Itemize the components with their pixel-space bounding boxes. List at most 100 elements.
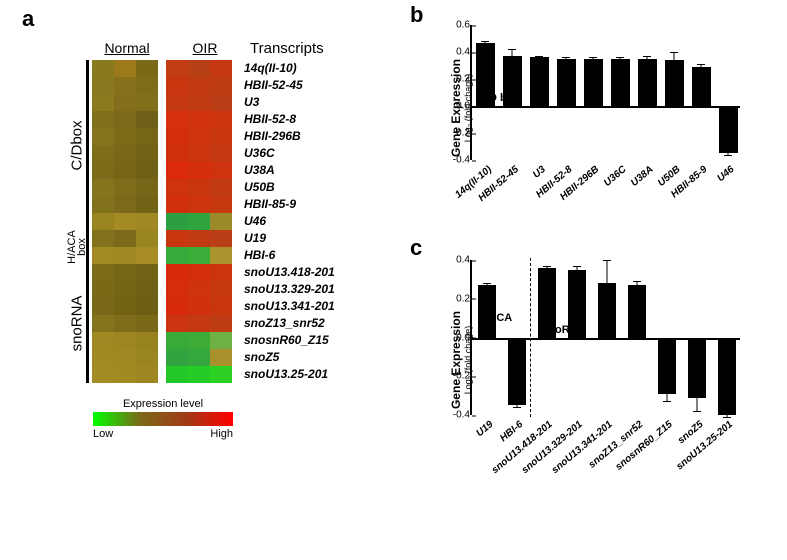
error-cap	[723, 417, 731, 418]
ytick: 0.4	[456, 255, 470, 266]
heatmap-cell	[210, 162, 232, 179]
chart-c-zero-axis	[472, 338, 740, 340]
heatmap-cell	[166, 162, 188, 179]
ytick: 0.0	[456, 101, 470, 112]
heatmap-row-label: snoU13.329-201	[244, 281, 335, 298]
error-cap	[535, 56, 543, 57]
heatmap-cell	[136, 128, 158, 145]
heatmap-cell	[188, 366, 210, 383]
heatmap-cell	[114, 332, 136, 349]
heatmap-row-label: U50B	[244, 179, 335, 196]
heatmap-cell	[210, 77, 232, 94]
xlabel: U46	[715, 164, 736, 184]
heatmap-cell	[166, 366, 188, 383]
heatmap-cell	[114, 247, 136, 264]
heatmap-cell	[210, 94, 232, 111]
heatmap-cell	[136, 264, 158, 281]
error-bar	[697, 398, 698, 412]
heatmap-cell	[210, 281, 232, 298]
heatmap-cell	[166, 349, 188, 366]
bar	[508, 338, 526, 406]
heatmap-row-label: 14q(II-10)	[244, 60, 335, 77]
error-cap	[663, 401, 671, 402]
heatmap-cell	[188, 281, 210, 298]
bar-chart-c: Gene Expression Log₂ (fold chage) -0.4-0…	[420, 250, 760, 470]
group-divider	[530, 258, 531, 417]
heatmap-cell	[166, 264, 188, 281]
heatmap-cell	[92, 60, 114, 77]
heatmap-cell	[166, 94, 188, 111]
heatmap-cell	[188, 128, 210, 145]
heatmap-cell	[188, 60, 210, 77]
ytick: -0.2	[453, 371, 470, 382]
heatmap-cell	[188, 213, 210, 230]
bar	[557, 59, 576, 106]
heatmap-cell	[136, 349, 158, 366]
heatmap-cell	[92, 264, 114, 281]
bar	[665, 60, 684, 106]
heatmap-row-label: snoU13.341-201	[244, 298, 335, 315]
xlabel: U19	[474, 419, 495, 439]
heatmap-cell	[210, 298, 232, 315]
heatmap-cell	[92, 332, 114, 349]
bar	[598, 283, 616, 337]
legend-title: Expression level	[88, 398, 238, 410]
heatmap-cell	[210, 349, 232, 366]
heatmap-row-label: HBII-85-9	[244, 196, 335, 213]
heatmap-cell	[92, 179, 114, 196]
chart-c-yticks: -0.4-0.20.00.20.4	[434, 260, 470, 415]
heatmap-cell	[114, 281, 136, 298]
ytick: 0.6	[456, 20, 470, 31]
ytick: 0.2	[456, 293, 470, 304]
heatmap-row-label: snosnR60_Z15	[244, 332, 335, 349]
ytick: -0.4	[453, 410, 470, 421]
error-cap	[697, 64, 705, 65]
error-cap	[724, 155, 732, 156]
bar	[584, 59, 603, 106]
ytick: 0.4	[456, 47, 470, 58]
heatmap-row-label: HBII-296B	[244, 128, 335, 145]
bar-chart-b: Gene Expression Log₂ (fold chage) -0.4-0…	[420, 15, 760, 200]
heatmap-headers: Normal OIR Transcripts	[92, 40, 324, 57]
group-label: snoRNA	[542, 324, 585, 336]
heatmap-cell	[92, 366, 114, 383]
heatmap-row-label: HBII-52-8	[244, 111, 335, 128]
heatmap-cell	[136, 94, 158, 111]
heatmap-cell	[166, 196, 188, 213]
heatmap-cell	[166, 281, 188, 298]
bar	[692, 67, 711, 106]
heatmap-cell	[114, 128, 136, 145]
heatmap-header-oir: OIR	[170, 40, 240, 57]
side-group-label: C/Dbox	[69, 120, 86, 170]
bar	[658, 338, 676, 394]
chart-b-zero-axis	[472, 106, 740, 108]
error-cap	[670, 52, 678, 53]
heatmap-cell	[210, 60, 232, 77]
heatmap-cell	[92, 230, 114, 247]
heatmap-cell	[136, 315, 158, 332]
heatmap-row-label: U38A	[244, 162, 335, 179]
chart-b-yticks: -0.4-0.20.00.20.40.6	[434, 25, 470, 160]
heatmap-cell	[92, 315, 114, 332]
heatmap-cell	[114, 196, 136, 213]
heatmap-header-normal: Normal	[92, 40, 162, 57]
heatmap-cell	[210, 366, 232, 383]
error-cap	[643, 56, 651, 57]
error-cap	[693, 411, 701, 412]
heatmap-header-transcripts: Transcripts	[250, 40, 324, 57]
heatmap-cell	[114, 77, 136, 94]
heatmap-cell	[92, 162, 114, 179]
bar	[530, 57, 549, 106]
heatmap-cell	[188, 230, 210, 247]
error-cap	[603, 260, 611, 261]
panel-a-label: a	[22, 6, 34, 32]
bar	[611, 59, 630, 106]
heatmap-cell	[166, 179, 188, 196]
heatmap-cell	[136, 281, 158, 298]
heatmap-cell	[188, 94, 210, 111]
heatmap-cell	[166, 128, 188, 145]
heatmap-cell	[210, 332, 232, 349]
expression-legend: Expression level Low High	[88, 398, 238, 440]
heatmap-cell	[114, 162, 136, 179]
error-cap	[573, 266, 581, 267]
